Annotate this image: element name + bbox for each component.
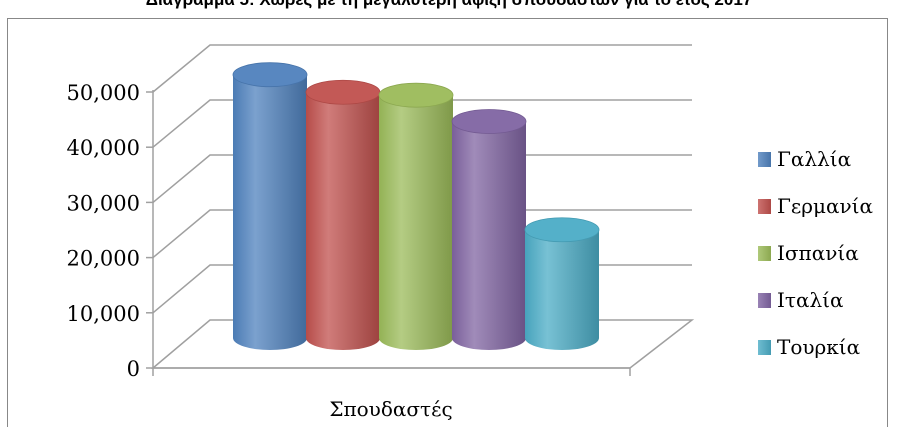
y-tick-label: 40,000 — [67, 136, 140, 160]
legend-label: Γαλλία — [777, 147, 851, 171]
bar-5 — [524, 217, 600, 350]
legend-swatch — [758, 340, 771, 355]
y-tick-label: 20,000 — [67, 247, 140, 271]
chart-title: Διάγραμμα 5: Χώρες με τη μεγαλύτερη αφιξ… — [0, 0, 898, 10]
legend-label: Ισπανία — [777, 241, 859, 265]
y-tick-label: 0 — [127, 357, 140, 381]
bar-top — [378, 82, 454, 108]
gridline — [152, 154, 692, 203]
bar-body — [379, 95, 453, 350]
bar-top — [451, 109, 527, 134]
legend-swatch — [758, 293, 771, 308]
bar-top — [305, 79, 381, 105]
legend-swatch — [758, 199, 771, 214]
gridline — [152, 209, 692, 259]
bar-4 — [451, 109, 527, 350]
legend-swatch — [758, 152, 771, 167]
y-tick-label: 30,000 — [67, 191, 140, 215]
bar-1 — [232, 62, 308, 351]
bar-body — [233, 74, 307, 351]
gridline — [152, 44, 692, 93]
x-category-label: Σπουδαστές — [329, 397, 452, 421]
legend-label: Ιταλία — [777, 288, 844, 312]
y-tick-label: 50,000 — [67, 81, 140, 105]
legend-label: Τουρκία — [777, 335, 860, 359]
y-tick-label: 10,000 — [67, 302, 140, 326]
legend-label: Γερμανία — [777, 194, 873, 218]
bar-3 — [378, 82, 454, 350]
gridline — [152, 99, 692, 148]
bar-top — [524, 217, 600, 243]
bar-top — [232, 62, 308, 88]
bar-body — [452, 121, 526, 350]
bar-body — [306, 92, 380, 350]
bar-body — [525, 229, 599, 350]
chart-frame — [7, 18, 888, 427]
legend-swatch — [758, 246, 771, 261]
bar-2 — [305, 79, 381, 350]
